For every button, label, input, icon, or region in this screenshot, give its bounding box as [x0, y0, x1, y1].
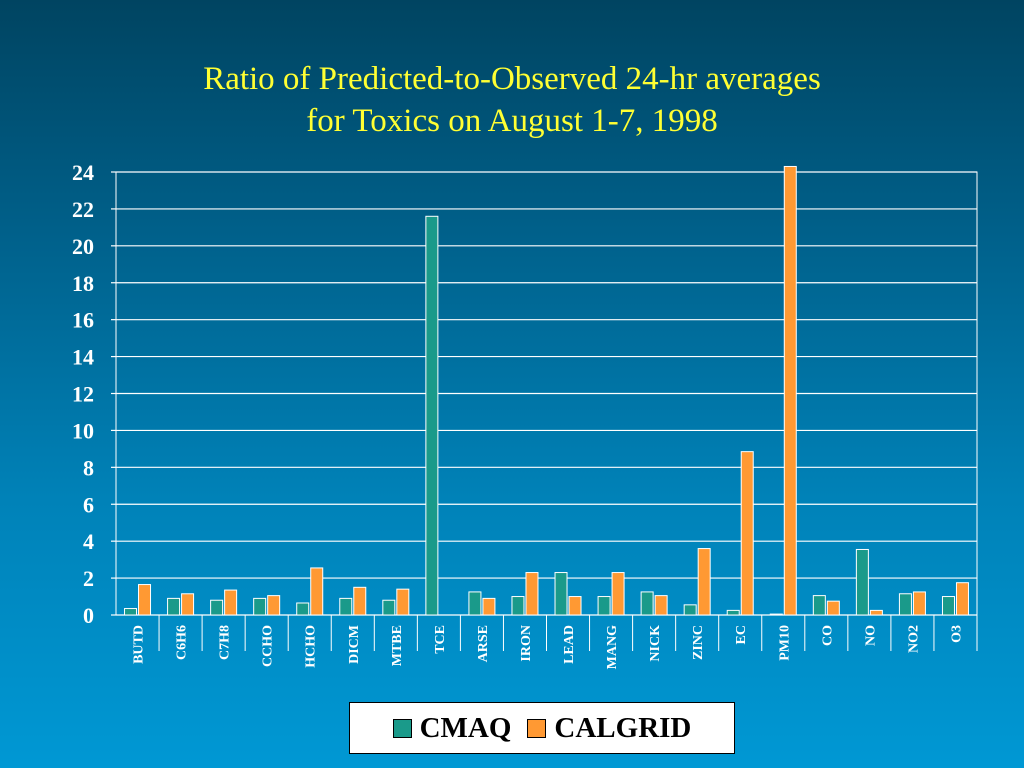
y-tick-label-2: 2 [83, 566, 94, 591]
x-tick-label-ec: EC [734, 625, 749, 644]
bar-cmaq-iron [511, 596, 525, 616]
x-tick-label-iron: IRON [519, 625, 534, 662]
x-tick-label-hcho: HCHO [304, 625, 319, 668]
bar-cmaq-hcho [296, 602, 310, 616]
bar-cmaq-co [812, 595, 826, 616]
bar-cmaq-butd [124, 608, 138, 616]
x-tick-label-no: NO [863, 625, 878, 646]
bar-cmaq-lead [554, 572, 568, 616]
legend-label-cmaq: CMAQ [419, 711, 512, 744]
y-tick-label-18: 18 [72, 271, 94, 296]
y-tick-label-10: 10 [72, 418, 94, 443]
bar-calgrid-iron [525, 572, 539, 616]
bar-calgrid-no [869, 609, 883, 616]
bar-calgrid-pm10 [783, 165, 797, 616]
bar-calgrid-ccho [267, 595, 281, 616]
y-tick-label-4: 4 [83, 529, 94, 554]
x-tick-label-pm10: PM10 [777, 625, 792, 661]
y-tick-label-8: 8 [83, 455, 94, 480]
x-tick-label-tce: TCE [433, 625, 448, 654]
legend-item-cmaq: CMAQ [392, 711, 512, 745]
y-tick-label-0: 0 [83, 603, 94, 628]
y-tick-label-14: 14 [72, 345, 94, 370]
bar-cmaq-tce [425, 215, 439, 616]
chart-title-line-2: for Toxics on August 1-7, 1998 [306, 103, 718, 139]
bar-calgrid-o3 [955, 582, 969, 616]
bar-calgrid-co [826, 600, 840, 616]
x-tick-label-no2: NO2 [906, 625, 921, 653]
x-tick-label-nick: NICK [648, 625, 663, 662]
legend-label-calgrid: CALGRID [554, 711, 692, 744]
y-tick-label-20: 20 [72, 234, 94, 259]
x-tick-label-c6h6: C6H6 [175, 625, 190, 660]
x-tick-label-mtbe: MTBE [390, 625, 405, 666]
x-tick-label-co: CO [820, 625, 835, 646]
bar-cmaq-ccho [253, 597, 267, 616]
legend-item-calgrid: CALGRID [527, 712, 691, 745]
bar-cmaq-c6h6 [167, 597, 181, 616]
bar-cmaq-no [855, 548, 869, 616]
bar-cmaq-mang [597, 596, 611, 616]
bar-cmaq-nick [640, 591, 654, 616]
bar-cmaq-no2 [898, 593, 912, 616]
x-tick-label-dicm: DICM [347, 625, 362, 664]
bar-calgrid-lead [568, 596, 582, 616]
bar-cmaq-c7h8 [210, 599, 224, 616]
bar-calgrid-mtbe [396, 588, 410, 616]
bar-calgrid-no2 [912, 591, 926, 616]
bar-cmaq-dicm [339, 597, 353, 616]
y-tick-label-22: 22 [72, 197, 94, 222]
bar-calgrid-nick [654, 595, 668, 616]
bar-calgrid-c7h8 [224, 589, 238, 616]
bar-calgrid-arse [482, 597, 496, 616]
x-tick-label-zinc: ZINC [691, 625, 706, 660]
chart-title-line-1: Ratio of Predicted-to-Observed 24-hr ave… [203, 61, 821, 97]
y-tick-label-16: 16 [72, 308, 94, 333]
legend-swatch-calgrid [527, 718, 547, 738]
x-tick-label-butd: BUTD [132, 625, 147, 664]
bar-cmaq-arse [468, 591, 482, 616]
bar-calgrid-zinc [697, 548, 711, 616]
bar-cmaq-mtbe [382, 599, 396, 616]
chart-legend: CMAQ CALGRID [349, 702, 735, 754]
x-tick-label-lead: LEAD [562, 625, 577, 664]
y-tick-label-12: 12 [72, 382, 94, 407]
bar-calgrid-butd [138, 584, 152, 616]
x-tick-label-c7h8: C7H8 [218, 625, 233, 660]
bar-cmaq-pm10 [769, 613, 783, 616]
bar-cmaq-o3 [941, 596, 955, 616]
bar-cmaq-ec [726, 609, 740, 616]
y-tick-label-24: 24 [72, 160, 94, 185]
bar-calgrid-dicm [353, 586, 367, 616]
bar-cmaq-zinc [683, 604, 697, 616]
x-tick-label-o3: O3 [949, 625, 964, 643]
x-tick-label-mang: MANG [605, 625, 620, 669]
x-tick-label-ccho: CCHO [261, 625, 276, 667]
bar-calgrid-ec [740, 451, 754, 616]
bar-calgrid-mang [611, 572, 625, 616]
x-tick-label-arse: ARSE [476, 625, 491, 662]
y-tick-label-6: 6 [83, 492, 94, 517]
legend-swatch-cmaq [392, 718, 412, 738]
chart-title: Ratio of Predicted-to-Observed 24-hr ave… [0, 58, 1024, 142]
bar-calgrid-c6h6 [181, 593, 195, 616]
bar-calgrid-hcho [310, 567, 324, 616]
